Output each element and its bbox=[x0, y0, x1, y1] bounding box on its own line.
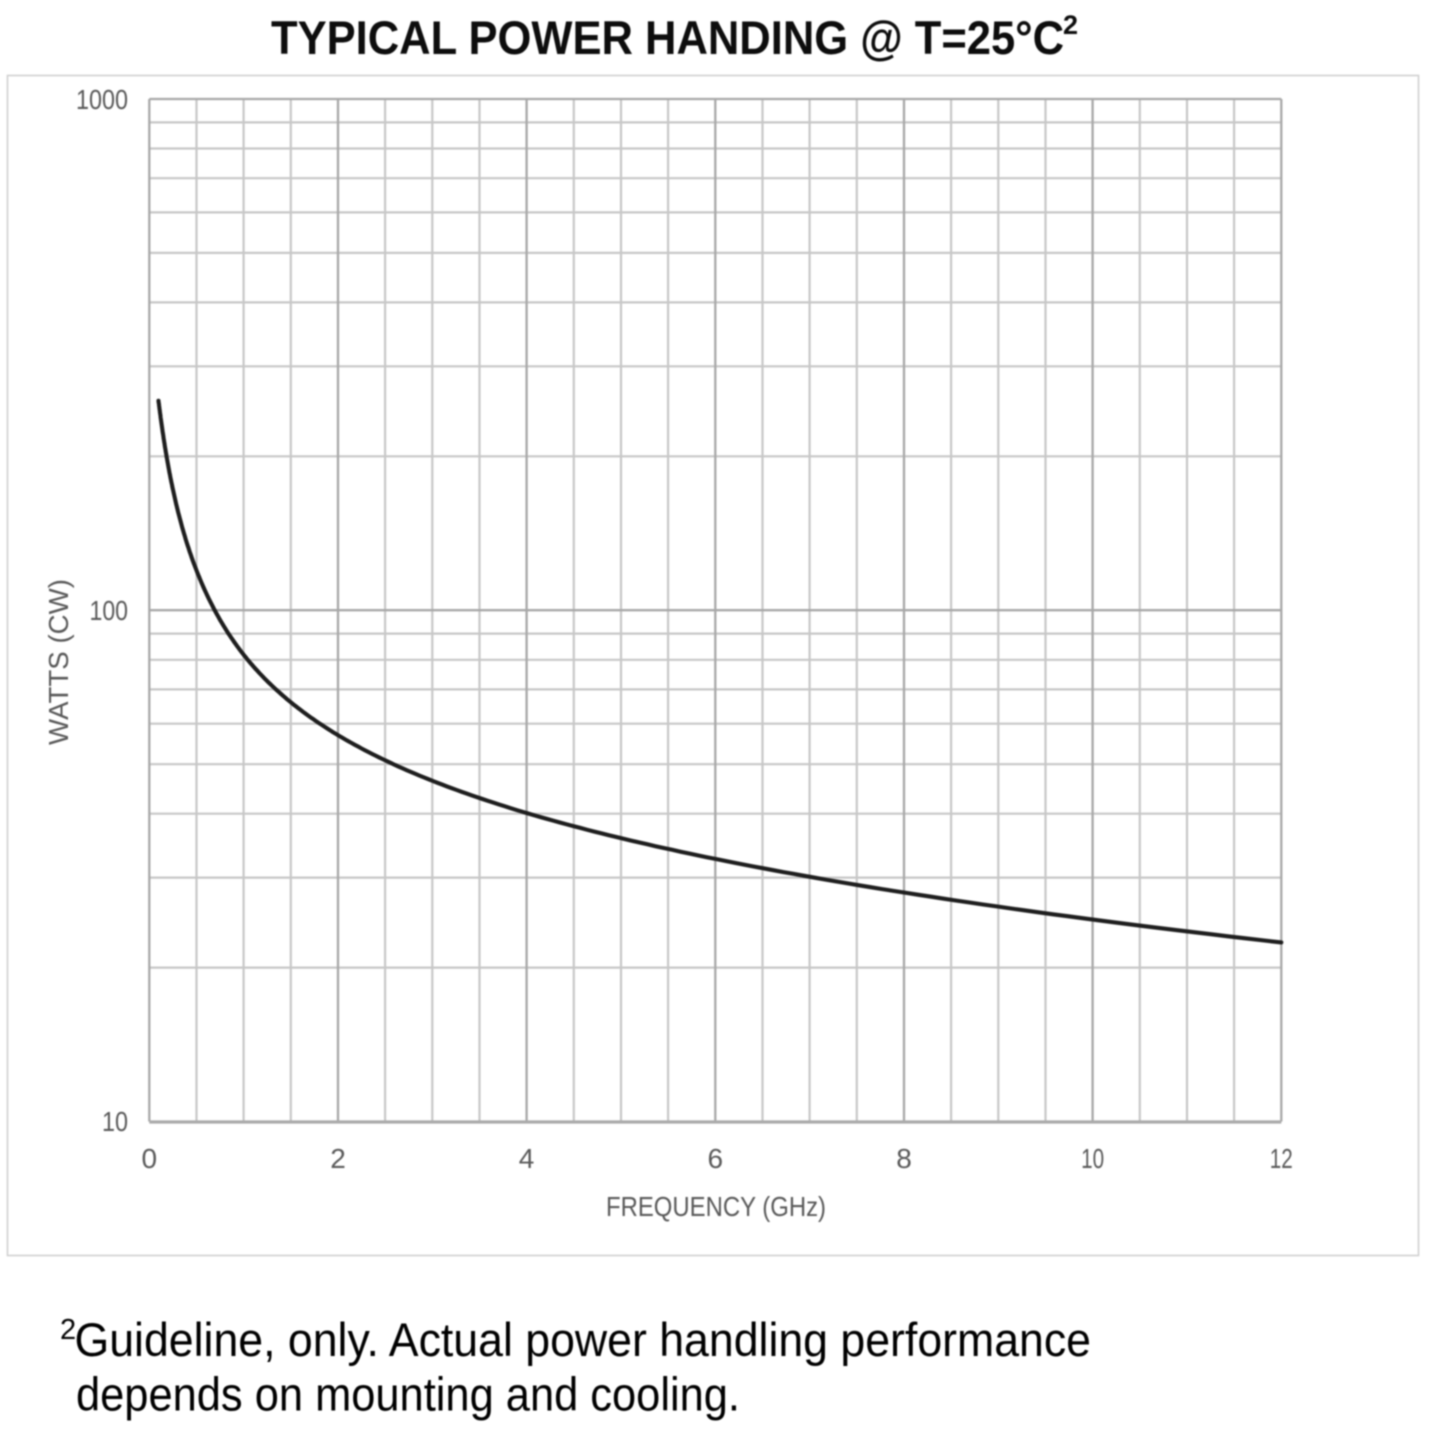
svg-text:FREQUENCY (GHz): FREQUENCY (GHz) bbox=[606, 1191, 826, 1222]
svg-text:12: 12 bbox=[1270, 1143, 1293, 1174]
svg-text:1000: 1000 bbox=[76, 84, 128, 115]
svg-text:Guideline, only. Actual power: Guideline, only. Actual power handling p… bbox=[75, 1313, 1092, 1366]
svg-text:WATTS (CW): WATTS (CW) bbox=[43, 579, 74, 745]
svg-text:depends on mounting and coolin: depends on mounting and cooling. bbox=[76, 1368, 740, 1421]
svg-text:2: 2 bbox=[60, 1314, 76, 1346]
svg-text:6: 6 bbox=[708, 1143, 724, 1174]
svg-text:TYPICAL POWER HANDING @ T=25°: TYPICAL POWER HANDING @ T=25°C bbox=[271, 11, 1064, 64]
svg-text:10: 10 bbox=[102, 1106, 128, 1137]
svg-text:0: 0 bbox=[142, 1143, 158, 1174]
svg-text:2: 2 bbox=[330, 1143, 346, 1174]
svg-text:4: 4 bbox=[519, 1143, 535, 1174]
svg-text:100: 100 bbox=[90, 595, 129, 626]
svg-text:10: 10 bbox=[1081, 1143, 1104, 1174]
svg-text:8: 8 bbox=[896, 1143, 912, 1174]
svg-text:2: 2 bbox=[1063, 10, 1078, 40]
